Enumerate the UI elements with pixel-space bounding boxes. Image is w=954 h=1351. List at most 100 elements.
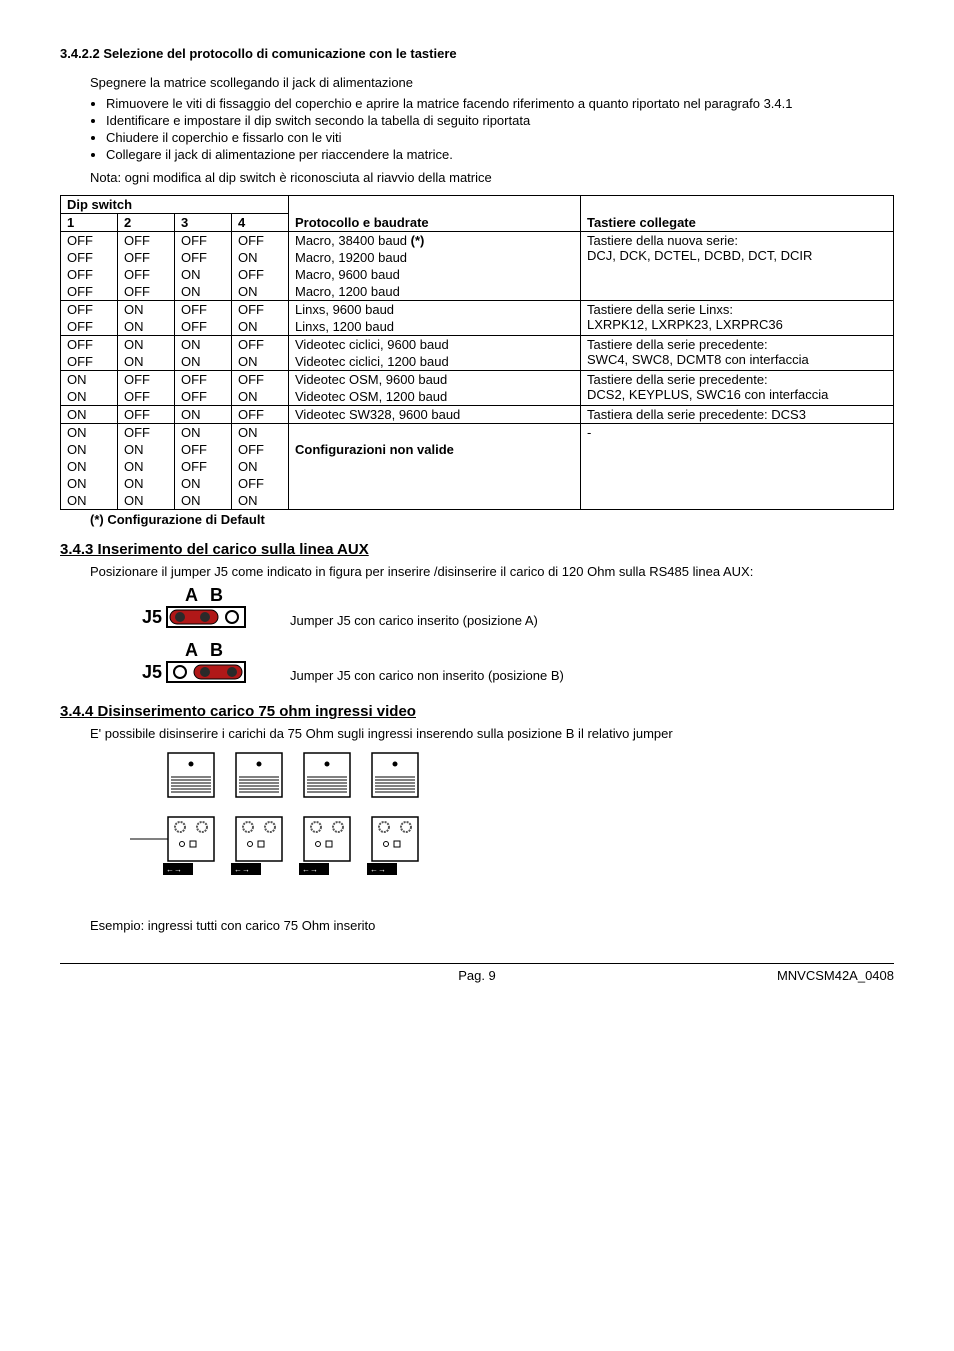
dip-cell: OFF	[61, 266, 118, 283]
dip-cell: OFF	[175, 441, 232, 458]
dip-cell: OFF	[232, 406, 289, 424]
dip-cell: OFF	[118, 266, 175, 283]
tastiere-cell: -	[581, 424, 894, 510]
dip-header: Dip switch	[61, 196, 289, 214]
dip-cell: ON	[118, 336, 175, 354]
proto-cell: Videotec SW328, 9600 baud	[289, 406, 581, 424]
dip-cell: ON	[61, 492, 118, 510]
dip-cell: OFF	[118, 371, 175, 389]
dip-cell: ON	[232, 492, 289, 510]
section-343-title: 3.4.3 Inserimento del carico sulla linea…	[60, 541, 894, 558]
dip-cell: OFF	[175, 371, 232, 389]
dip-cell: ON	[118, 441, 175, 458]
jumper-row-a: A B J5 Jumper J5 con carico inserito (po…	[140, 585, 894, 634]
label-a: A	[185, 640, 198, 660]
dip-cell: OFF	[232, 475, 289, 492]
dip-cell: ON	[118, 492, 175, 510]
dip-cell: OFF	[61, 336, 118, 354]
dip-cell: OFF	[175, 232, 232, 250]
dip-cell: ON	[232, 353, 289, 371]
dip-cell: OFF	[118, 283, 175, 301]
label-j5: J5	[142, 662, 162, 682]
section-344-intro: E' possibile disinserire i carichi da 75…	[90, 726, 894, 741]
col-2: 2	[118, 214, 175, 232]
tastiere-cell: Tastiere della serie precedente:DCS2, KE…	[581, 371, 894, 406]
dip-cell: ON	[175, 406, 232, 424]
bullet-item: Identificare e impostare il dip switch s…	[106, 113, 894, 128]
col-1: 1	[61, 214, 118, 232]
section-3422-bullets: Rimuovere le viti di fissaggio del coper…	[60, 96, 894, 162]
proto-cell: Videotec ciclici, 1200 baud	[289, 353, 581, 371]
section-3422-note: Nota: ogni modifica al dip switch è rico…	[90, 170, 894, 185]
jumper-b-caption: Jumper J5 con carico non inserito (posiz…	[290, 668, 564, 683]
jumper-row-b: A B J5 Jumper J5 con carico non inserito…	[140, 640, 894, 689]
tastiere-cell: Tastiere della nuova serie:DCJ, DCK, DCT…	[581, 232, 894, 301]
section-3422-title: 3.4.2.2 Selezione del protocollo di comu…	[60, 46, 894, 61]
bullet-item: Rimuovere le viti di fissaggio del coper…	[106, 96, 894, 111]
dip-cell: ON	[175, 266, 232, 283]
dip-cell: ON	[232, 424, 289, 442]
table-footnote: (*) Configurazione di Default	[90, 512, 894, 527]
dip-cell: OFF	[232, 336, 289, 354]
dip-cell: ON	[232, 283, 289, 301]
dip-cell: ON	[232, 249, 289, 266]
proto-cell: Macro, 19200 baud	[289, 249, 581, 266]
dip-cell: OFF	[232, 301, 289, 319]
proto-cell: Videotec ciclici, 9600 baud	[289, 336, 581, 354]
proto-header: Protocollo e baudrate	[289, 196, 581, 232]
dip-cell: OFF	[118, 424, 175, 442]
dip-cell: ON	[175, 475, 232, 492]
proto-cell	[289, 458, 581, 475]
svg-text:←→: ←→	[302, 865, 318, 874]
dip-cell: OFF	[61, 301, 118, 319]
video-inputs-diagram: ←→←→←→←→	[130, 751, 894, 894]
dip-cell: ON	[61, 458, 118, 475]
footer-doc: MNVCSM42A_0408	[496, 968, 894, 983]
dip-cell: ON	[175, 424, 232, 442]
dip-cell: ON	[61, 475, 118, 492]
proto-cell: Configurazioni non valide	[289, 441, 581, 458]
dip-cell: OFF	[61, 353, 118, 371]
tastiere-header: Tastiere collegate	[581, 196, 894, 232]
proto-cell	[289, 475, 581, 492]
proto-cell: Macro, 38400 baud (*)	[289, 232, 581, 250]
label-a: A	[185, 585, 198, 605]
tastiere-cell: Tastiere della serie precedente:SWC4, SW…	[581, 336, 894, 371]
section-344-title: 3.4.4 Disinserimento carico 75 ohm ingre…	[60, 703, 894, 720]
proto-cell: Videotec OSM, 1200 baud	[289, 388, 581, 406]
dip-cell: OFF	[232, 441, 289, 458]
dip-cell: OFF	[232, 266, 289, 283]
dip-cell: OFF	[232, 371, 289, 389]
dip-switch-table: Dip switch Protocollo e baudrate Tastier…	[60, 195, 894, 510]
dip-cell: OFF	[61, 318, 118, 336]
col-4: 4	[232, 214, 289, 232]
page-footer: Pag. 9 MNVCSM42A_0408	[60, 963, 894, 983]
dip-cell: OFF	[175, 318, 232, 336]
svg-text:←→: ←→	[370, 865, 386, 874]
dip-cell: ON	[175, 492, 232, 510]
dip-cell: OFF	[175, 301, 232, 319]
dip-cell: ON	[61, 371, 118, 389]
tastiere-cell: Tastiere della serie Linxs:LXRPK12, LXRP…	[581, 301, 894, 336]
label-b: B	[210, 585, 223, 605]
dip-cell: ON	[61, 406, 118, 424]
dip-cell: OFF	[118, 232, 175, 250]
jumper-a-diagram: A B J5	[140, 585, 250, 631]
dip-cell: OFF	[61, 232, 118, 250]
dip-cell: ON	[118, 301, 175, 319]
dip-cell: ON	[118, 353, 175, 371]
dip-cell: ON	[61, 388, 118, 406]
proto-cell: Macro, 1200 baud	[289, 283, 581, 301]
dip-cell: ON	[118, 318, 175, 336]
dip-cell: OFF	[118, 406, 175, 424]
col-3: 3	[175, 214, 232, 232]
dip-cell: ON	[61, 441, 118, 458]
dip-cell: ON	[175, 283, 232, 301]
dip-cell: ON	[61, 424, 118, 442]
proto-cell: Linxs, 1200 baud	[289, 318, 581, 336]
label-b: B	[210, 640, 223, 660]
section-344-example: Esempio: ingressi tutti con carico 75 Oh…	[90, 918, 894, 933]
bullet-item: Chiudere il coperchio e fissarlo con le …	[106, 130, 894, 145]
proto-cell: Linxs, 9600 baud	[289, 301, 581, 319]
dip-cell: ON	[175, 353, 232, 371]
